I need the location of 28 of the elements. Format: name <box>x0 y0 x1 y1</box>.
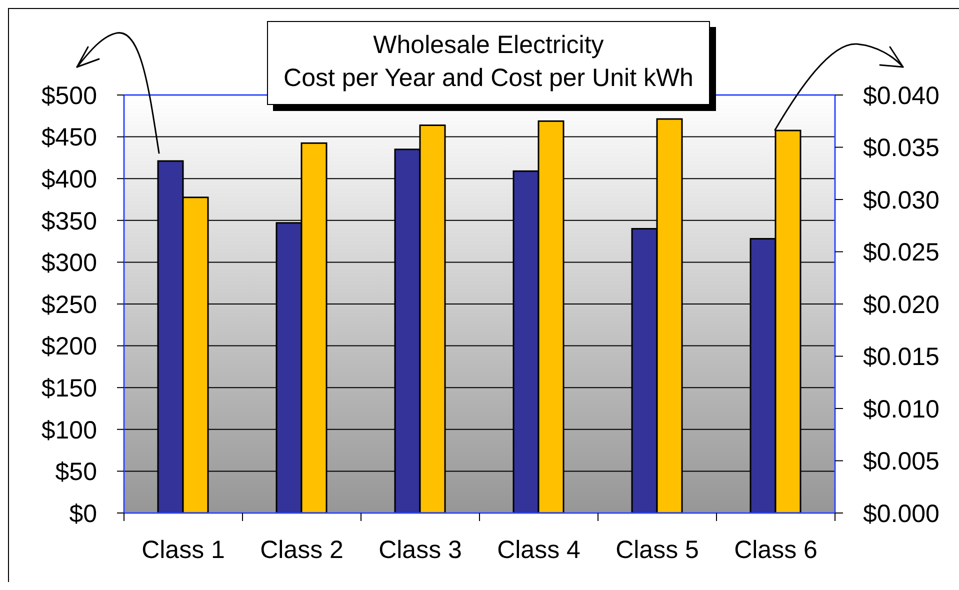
x-tick-label: Class 2 <box>260 536 344 564</box>
y2-tick-label: $0.030 <box>863 186 940 214</box>
y-tick-label: $400 <box>41 165 97 194</box>
chart-subtitle: Cost per Year and Cost per Unit kWh <box>282 63 694 94</box>
y-tick-label: $250 <box>41 290 97 319</box>
y-tick-label: $150 <box>41 374 97 402</box>
y2-tick-label: $0.025 <box>863 238 940 267</box>
x-tick-label: Class 3 <box>378 536 462 564</box>
y2-tick-label: $0.020 <box>863 290 940 319</box>
y-tick-label: $200 <box>41 332 97 361</box>
y-tick-label: $350 <box>41 207 97 236</box>
y-tick-label: $300 <box>41 249 97 278</box>
y-tick-label: $0 <box>69 500 97 528</box>
x-tick-label: Class 5 <box>616 536 699 564</box>
y-tick-label: $450 <box>41 124 97 152</box>
y2-tick-label: $0.040 <box>863 82 940 110</box>
y2-tick-label: $0.005 <box>863 448 940 476</box>
y-tick-label: $100 <box>41 416 97 444</box>
y2-tick-label: $0.035 <box>863 134 940 162</box>
y2-tick-label: $0.010 <box>863 395 940 424</box>
y-tick-label: $50 <box>55 458 97 486</box>
y2-tick-label: $0.015 <box>863 343 940 372</box>
chart-title: Wholesale Electricity <box>372 30 605 61</box>
y-tick-label: $500 <box>41 82 97 110</box>
x-tick-label: Class 4 <box>497 536 581 564</box>
y2-tick-label: $0.000 <box>863 500 940 528</box>
x-tick-label: Class 1 <box>142 536 225 564</box>
x-tick-label: Class 6 <box>734 536 818 564</box>
